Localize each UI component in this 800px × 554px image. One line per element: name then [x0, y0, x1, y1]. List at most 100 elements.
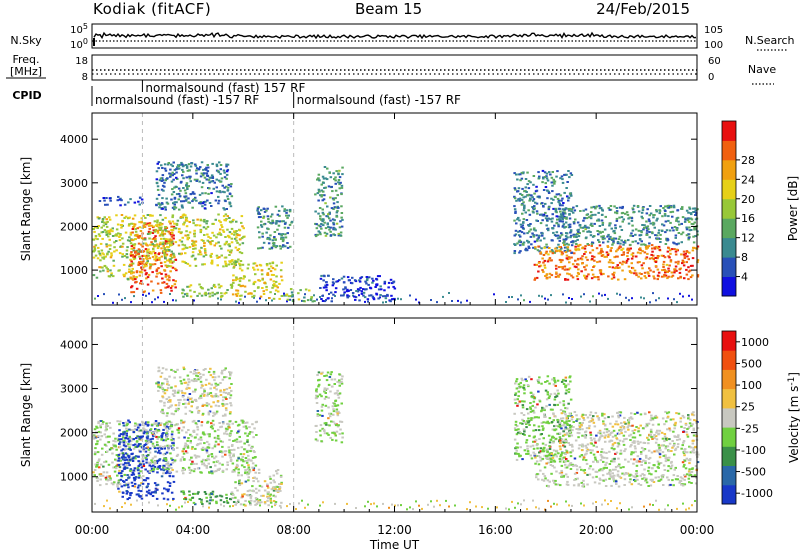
- scatter-cell: [306, 299, 310, 302]
- scatter-cell: [513, 197, 517, 200]
- scatter-cell: [160, 202, 164, 205]
- scatter-cell: [204, 249, 207, 252]
- scatter-cell: [568, 267, 572, 270]
- scatter-cell: [630, 271, 633, 274]
- scatter-cell: [164, 179, 167, 182]
- scatter-cell: [338, 392, 342, 395]
- scatter-cell: [261, 287, 264, 289]
- scatter-cell: [159, 177, 163, 180]
- scatter-cell: [559, 261, 563, 264]
- scatter-cell: [193, 468, 197, 470]
- scatter-cell: [196, 294, 199, 297]
- scatter-cell: [127, 462, 130, 465]
- scatter-cell: [171, 393, 175, 396]
- scatter-cell: [224, 407, 228, 410]
- scatter-cell: [146, 430, 149, 433]
- scatter-cell: [188, 264, 192, 267]
- scatter-cell: [689, 276, 693, 279]
- scatter-cell: [630, 232, 633, 235]
- scatter-cell: [568, 249, 572, 252]
- scatter-cell: [189, 441, 192, 444]
- scatter-cell: [593, 222, 596, 225]
- scatter-cell: [176, 391, 180, 394]
- scatter-cell: [109, 477, 112, 480]
- scatter-cell: [525, 426, 528, 429]
- scatter-cell: [201, 449, 204, 451]
- scatter-cell: [235, 230, 238, 232]
- speckle: [655, 299, 657, 302]
- scatter-cell: [694, 209, 697, 212]
- scatter-cell: [632, 255, 635, 258]
- scatter-cell: [174, 286, 177, 289]
- scatter-cell: [179, 380, 183, 383]
- scatter-cell: [263, 210, 267, 213]
- scatter-cell: [136, 435, 139, 438]
- speckle: [382, 301, 384, 304]
- speckle: [256, 300, 258, 303]
- scatter-cell: [102, 465, 105, 468]
- scatter-cell: [184, 234, 187, 237]
- scatter-cell: [354, 296, 358, 299]
- scatter-cell: [309, 298, 313, 301]
- scatter-cell: [524, 186, 527, 189]
- scatter-cell: [199, 166, 202, 169]
- scatter-cell: [128, 446, 131, 449]
- scatter-cell: [232, 501, 236, 503]
- scatter-cell: [117, 464, 121, 466]
- scatter-cell: [324, 234, 328, 237]
- scatter-cell: [166, 163, 170, 166]
- scatter-cell: [271, 262, 275, 265]
- scatter-cell: [317, 371, 321, 374]
- scatter-cell: [575, 275, 579, 278]
- scatter-cell: [188, 490, 191, 493]
- scatter-cell: [368, 294, 371, 297]
- scatter-cell: [255, 491, 258, 494]
- scatter-cell: [268, 262, 272, 265]
- scatter-cell: [577, 244, 580, 247]
- colorbar-tick-label: 12: [741, 232, 755, 245]
- scatter-cell: [193, 492, 197, 495]
- scatter-cell: [662, 260, 666, 263]
- scatter-cell: [281, 205, 284, 208]
- scatter-cell: [339, 420, 342, 423]
- scatter-cell: [674, 234, 678, 237]
- scatter-cell: [212, 470, 216, 473]
- scatter-cell: [201, 458, 205, 461]
- scatter-cell: [591, 225, 594, 227]
- speckle: [238, 301, 240, 304]
- scatter-cell: [631, 224, 634, 227]
- scatter-cell: [652, 223, 655, 226]
- scatter-cell: [147, 230, 151, 233]
- scatter-cell: [173, 206, 176, 208]
- scatter-cell: [334, 439, 338, 442]
- speckle: [274, 293, 276, 295]
- scatter-cell: [591, 255, 594, 258]
- scatter-cell: [124, 452, 128, 455]
- scatter-cell: [218, 219, 221, 222]
- scatter-cell: [260, 273, 264, 276]
- scatter-cell: [629, 234, 632, 237]
- scatter-cell: [215, 186, 218, 189]
- scatter-cell: [568, 424, 572, 427]
- scatter-cell: [568, 257, 571, 260]
- scatter-cell: [211, 419, 215, 422]
- scatter-cell: [323, 432, 327, 435]
- scatter-cell: [646, 271, 650, 274]
- scatter-cell: [216, 257, 219, 259]
- scatter-cell: [325, 286, 328, 289]
- scatter-cell: [311, 300, 314, 303]
- scatter-cell: [117, 482, 120, 485]
- scatter-cell: [204, 254, 208, 256]
- scatter-cell: [661, 269, 664, 272]
- scatter-cell: [166, 177, 169, 180]
- scatter-cell: [101, 447, 104, 450]
- scatter-cell: [555, 231, 559, 234]
- scatter-cell: [162, 469, 166, 472]
- scatter-cell: [620, 239, 623, 242]
- scatter-cell: [519, 244, 522, 247]
- scatter-cell: [203, 242, 206, 245]
- scatter-cell: [165, 451, 169, 454]
- scatter-cell: [317, 230, 320, 233]
- scatter-cell: [642, 262, 645, 265]
- scatter-cell: [339, 220, 342, 223]
